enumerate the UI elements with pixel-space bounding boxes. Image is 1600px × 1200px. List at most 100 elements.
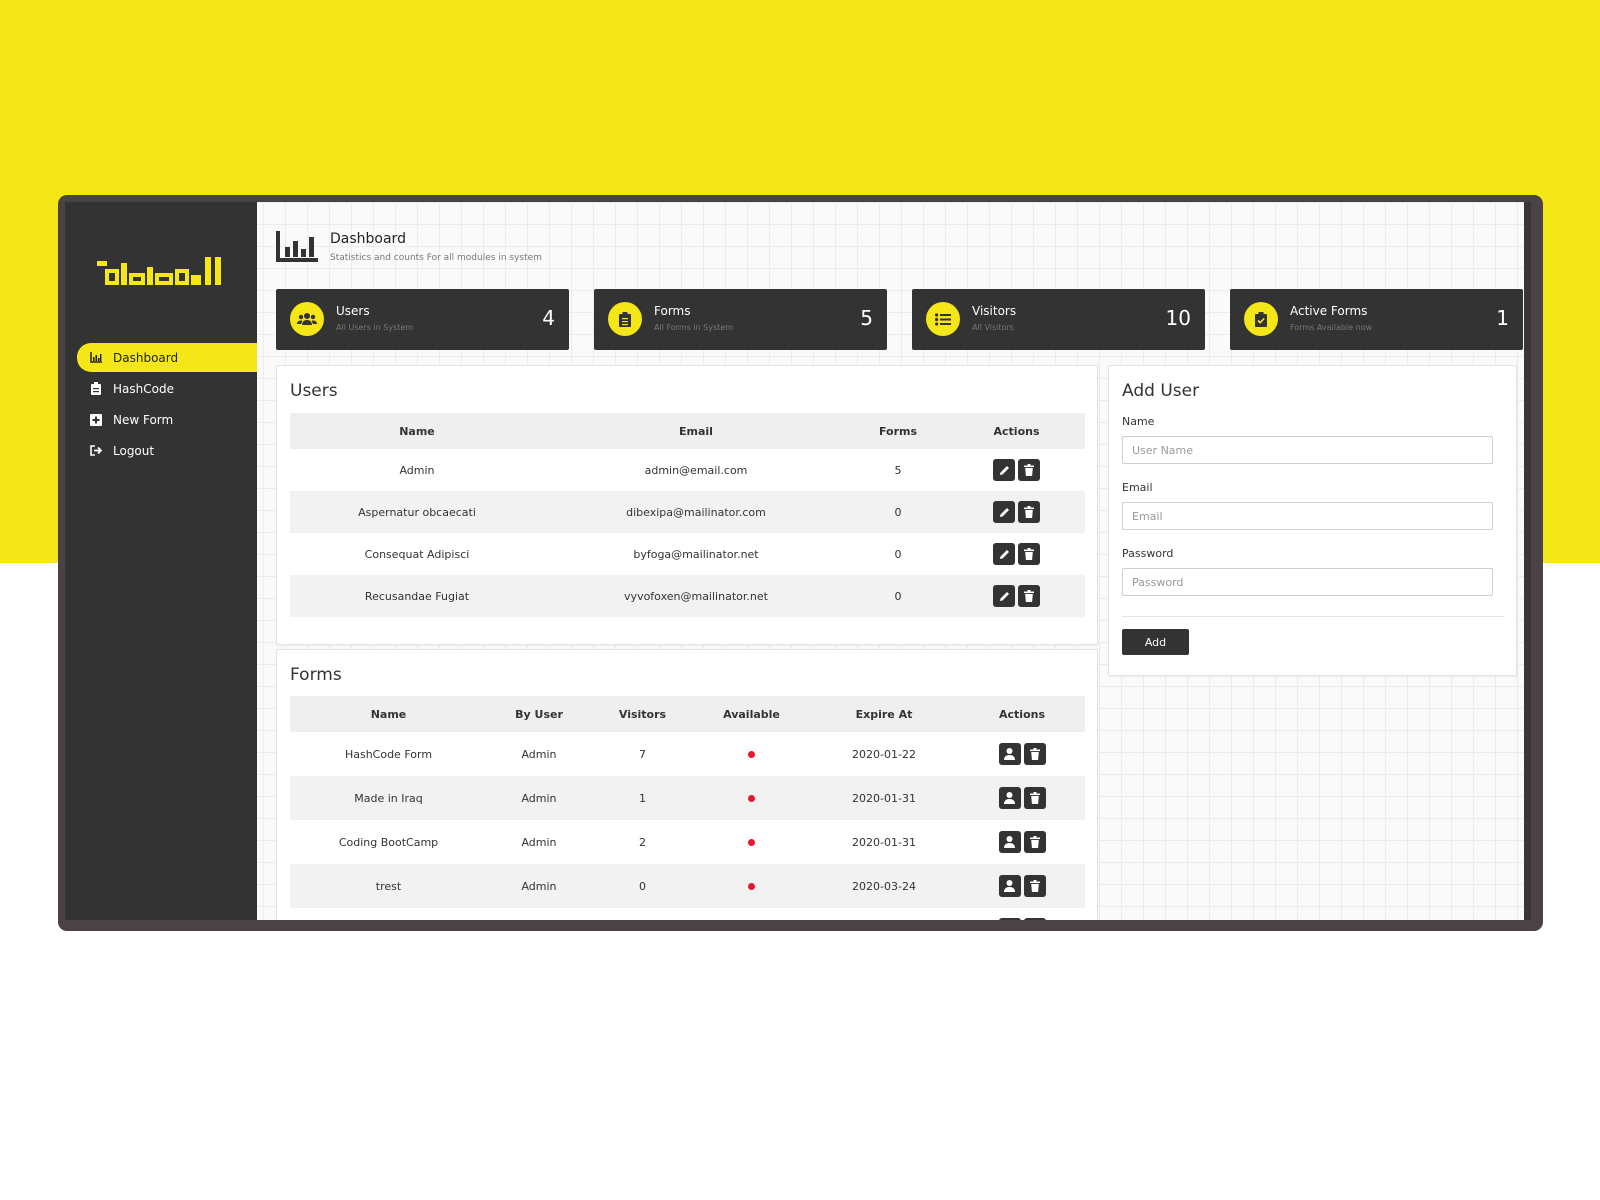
table-row: HashCode Form Admin 7 2020-01-22 — [290, 732, 1085, 776]
users-table-header: Name Email Forms Actions — [290, 413, 1085, 449]
form-by-user-cell: Admin — [521, 747, 557, 761]
column-header-forms: Forms — [848, 413, 948, 449]
stat-card-visitors[interactable]: Visitors All Visitors 10 — [912, 289, 1205, 350]
password-label: Password — [1122, 547, 1174, 560]
stat-card-active-forms[interactable]: Active Forms Forms Available now 1 — [1230, 289, 1523, 350]
edit-button[interactable] — [993, 543, 1015, 565]
scrollbar[interactable] — [1524, 202, 1531, 920]
view-visitors-button[interactable] — [998, 831, 1021, 853]
delete-button[interactable] — [1023, 743, 1046, 765]
page-subtitle: Statistics and counts For all modules in… — [330, 253, 542, 263]
list-icon — [926, 302, 960, 336]
edit-button[interactable] — [993, 501, 1015, 523]
column-header-expire-at: Expire At — [809, 696, 959, 732]
sidebar-item-logout[interactable]: Logout — [65, 436, 257, 465]
app-screen: Dashboard HashCode New Form — [65, 202, 1531, 920]
delete-button[interactable] — [1023, 875, 1046, 897]
available-status-dot — [748, 750, 755, 758]
forms-card: Forms Name By User Visitors Available Ex… — [276, 649, 1098, 920]
column-header-visitors: Visitors — [591, 696, 694, 732]
delete-button[interactable] — [1018, 543, 1040, 565]
table-row — [290, 908, 1085, 920]
column-header-email: Email — [544, 413, 848, 449]
column-header-available: Available — [694, 696, 809, 732]
brand-logo — [97, 257, 221, 285]
sidebar-item-label: Dashboard — [113, 350, 179, 365]
delete-button[interactable] — [1018, 585, 1040, 607]
page-title: Dashboard — [330, 231, 406, 247]
stat-subtitle: Forms Available now — [1290, 323, 1373, 332]
clipboard-icon — [89, 382, 103, 396]
form-name-cell: trest — [375, 879, 402, 893]
sidebar-item-label: HashCode — [113, 381, 174, 396]
view-visitors-button[interactable] — [998, 875, 1021, 897]
form-expire-cell: 2020-01-31 — [852, 835, 916, 849]
edit-button[interactable] — [993, 459, 1015, 481]
table-row: Recusandae Fugiat vyvofoxen@mailinator.n… — [290, 575, 1085, 617]
available-status-dot — [748, 882, 755, 890]
column-header-name: Name — [290, 696, 487, 732]
delete-button[interactable] — [1018, 501, 1040, 523]
user-forms-cell: 0 — [894, 547, 902, 561]
form-name-cell: Made in Iraq — [354, 791, 423, 805]
form-available-cell — [694, 820, 809, 864]
column-header-actions: Actions — [959, 696, 1085, 732]
delete-button[interactable] — [1018, 459, 1040, 481]
users-card-title: Users — [290, 381, 338, 401]
user-icon — [1004, 880, 1015, 892]
sidebar-item-dashboard[interactable]: Dashboard — [77, 343, 257, 372]
sidebar-item-hashcode[interactable]: HashCode — [65, 374, 257, 403]
add-user-title: Add User — [1122, 381, 1200, 401]
user-name-cell: Admin — [399, 463, 435, 477]
divider — [1122, 616, 1505, 617]
stat-title: Users — [336, 304, 370, 318]
users-icon — [290, 302, 324, 336]
stat-card-users[interactable]: Users All Users in System 4 — [276, 289, 569, 350]
pencil-icon — [999, 507, 1009, 517]
table-row: Coding BootCamp Admin 2 2020-01-31 — [290, 820, 1085, 864]
form-visitors-cell: 1 — [639, 791, 646, 805]
name-field[interactable] — [1122, 436, 1493, 464]
sidebar-item-new-form[interactable]: New Form — [65, 405, 257, 434]
forms-table-header: Name By User Visitors Available Expire A… — [290, 696, 1085, 732]
form-actions-cell — [959, 820, 1085, 864]
delete-button[interactable] — [1023, 917, 1046, 920]
name-label: Name — [1122, 415, 1155, 428]
sidebar-nav: Dashboard HashCode New Form — [65, 343, 257, 467]
sidebar-item-label: Logout — [113, 443, 155, 458]
stat-title: Forms — [654, 304, 691, 318]
add-user-button[interactable]: Add — [1122, 629, 1189, 655]
edit-button[interactable] — [993, 585, 1015, 607]
page-header: Dashboard Statistics and counts For all … — [276, 229, 542, 269]
user-name-cell: Aspernatur obcaecati — [358, 505, 476, 519]
column-header-name: Name — [290, 413, 544, 449]
table-row: trest Admin 0 2020-03-24 — [290, 864, 1085, 908]
pencil-icon — [999, 591, 1009, 601]
user-forms-cell: 0 — [894, 589, 902, 603]
delete-button[interactable] — [1023, 831, 1046, 853]
stat-count: 5 — [860, 306, 873, 330]
view-visitors-button[interactable] — [998, 787, 1021, 809]
stat-count: 10 — [1165, 306, 1191, 330]
main-content: Dashboard Statistics and counts For all … — [257, 202, 1524, 920]
stat-card-forms[interactable]: Forms All Forms in System 5 — [594, 289, 887, 350]
form-expire-cell: 2020-01-31 — [852, 791, 916, 805]
email-field[interactable] — [1122, 502, 1493, 530]
stat-subtitle: All Visitors — [972, 323, 1014, 332]
stat-title: Active Forms — [1290, 304, 1368, 318]
bar-chart-icon — [276, 231, 318, 262]
password-field[interactable] — [1122, 568, 1493, 596]
users-card: Users Name Email Forms Actions Admin — [276, 365, 1098, 645]
view-visitors-button[interactable] — [998, 743, 1021, 765]
user-actions-cell — [948, 449, 1085, 491]
forms-table: Name By User Visitors Available Expire A… — [290, 696, 1085, 920]
pencil-icon — [999, 549, 1009, 559]
stat-title: Visitors — [972, 304, 1017, 318]
view-visitors-button[interactable] — [998, 917, 1021, 920]
delete-button[interactable] — [1023, 787, 1046, 809]
form-actions-cell — [959, 776, 1085, 820]
trash-icon — [1024, 506, 1034, 518]
stat-count: 4 — [542, 306, 555, 330]
stat-subtitle: All Forms in System — [654, 323, 733, 332]
user-icon — [1004, 792, 1015, 804]
